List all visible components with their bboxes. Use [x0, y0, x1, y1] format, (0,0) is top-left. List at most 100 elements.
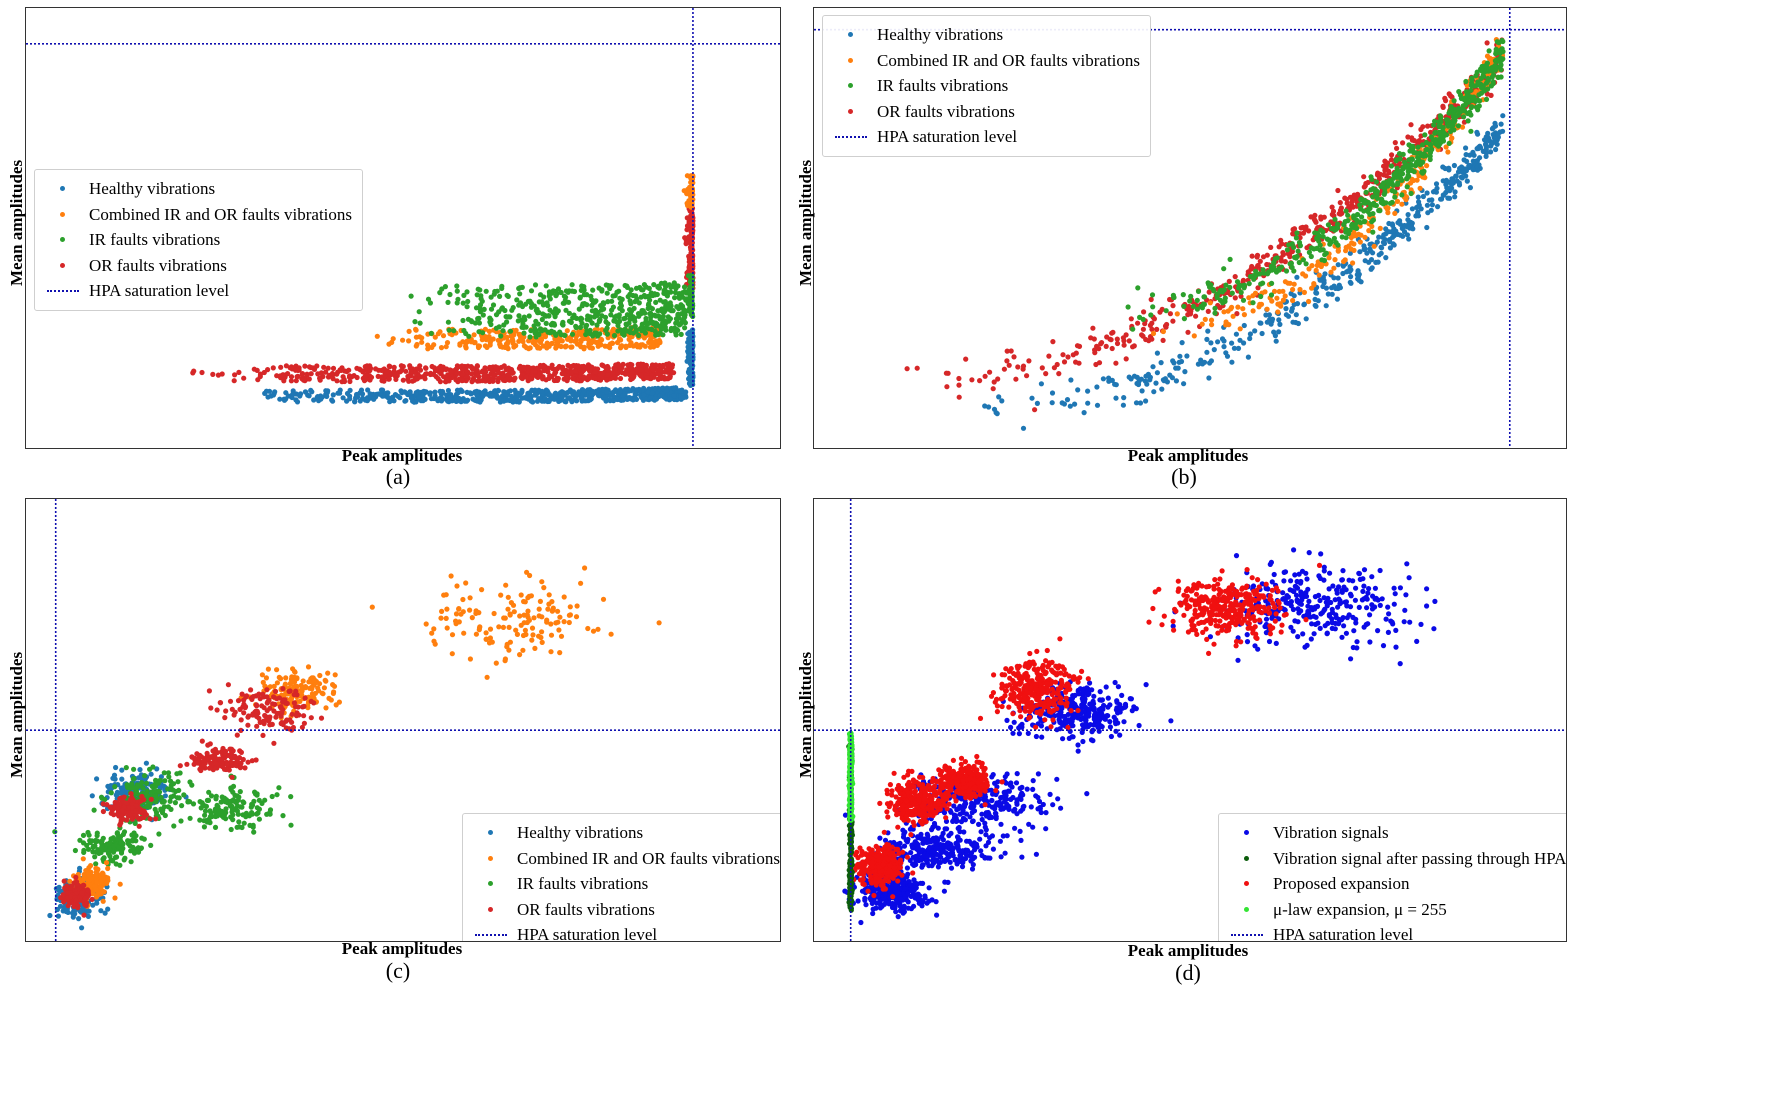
point-b-0-361	[1137, 400, 1144, 406]
point-c-1-130	[127, 843, 133, 849]
point-b-0-237	[1151, 389, 1157, 395]
point-b-0-23	[1029, 395, 1035, 401]
point-c-0-135	[63, 908, 69, 915]
point-b-2-134	[1369, 223, 1375, 229]
point-c-1-109	[117, 862, 123, 868]
point-a-0-567	[657, 393, 663, 399]
point-b-1-479	[1093, 361, 1099, 368]
legend-item-b-4: HPA saturation level	[831, 124, 1140, 150]
point-b-0-277	[1367, 246, 1373, 252]
point-b-0-150	[1477, 155, 1483, 161]
point-b-1-49	[1255, 285, 1261, 291]
point-b-3-503	[1140, 316, 1146, 322]
point-a-1-572	[658, 375, 664, 381]
point-c-1-115	[156, 831, 162, 837]
point-a-2-164	[437, 329, 443, 335]
point-a-2-178	[599, 337, 605, 343]
point-b-0-272	[1259, 330, 1265, 337]
point-a-3-406	[577, 324, 584, 330]
point-b-3-512	[1201, 301, 1207, 307]
point-a-3-299	[621, 316, 627, 322]
point-b-0-403	[1475, 145, 1481, 151]
point-b-0-415	[1443, 177, 1449, 183]
point-c-1-243	[170, 787, 176, 793]
point-a-3-459	[543, 320, 549, 326]
point-b-1-286	[1388, 157, 1395, 163]
point-b-0-375	[1223, 350, 1229, 356]
point-b-3-499	[1404, 176, 1410, 182]
point-a-0-597	[588, 391, 594, 397]
point-a-3-176	[632, 323, 638, 329]
point-b-0-202	[1288, 291, 1294, 297]
point-c-1-241	[144, 792, 150, 798]
point-a-1-446	[232, 372, 238, 378]
point-b-3-483	[1428, 142, 1434, 148]
point-b-0-359	[1294, 301, 1301, 307]
point-a-0-450	[632, 391, 638, 397]
point-c-0-44	[85, 913, 91, 919]
point-c-0-129	[57, 903, 64, 909]
point-a-0-541	[401, 389, 408, 395]
point-b-0-248	[1335, 262, 1341, 268]
point-a-3-518	[667, 300, 673, 306]
point-a-0-424	[569, 399, 575, 405]
point-a-3-325	[553, 293, 559, 299]
point-b-0-228	[1211, 347, 1217, 353]
point-c-0-108	[90, 902, 96, 908]
point-a-2-301	[627, 342, 633, 348]
point-b-3-20	[1300, 257, 1306, 263]
point-b-2-99	[1362, 234, 1368, 240]
point-b-2-205	[1420, 174, 1426, 180]
point-b-3-511	[1403, 164, 1409, 170]
point-b-0-269	[1323, 303, 1329, 309]
point-a-1-451	[422, 376, 428, 382]
point-c-1-116	[120, 831, 126, 837]
point-c-1-120	[121, 857, 127, 863]
point-b-0-68	[1362, 258, 1368, 264]
point-a-0-564	[596, 393, 603, 399]
point-b-3-107	[1334, 221, 1341, 227]
point-c-1-157	[142, 773, 148, 779]
point-b-1-129	[1004, 358, 1010, 364]
point-c-0-301	[119, 767, 125, 773]
point-b-3-323	[1284, 247, 1290, 253]
point-a-1-642	[423, 371, 429, 377]
point-b-0-198	[1269, 316, 1276, 322]
point-a-3-243	[569, 331, 576, 337]
point-a-3-277	[461, 327, 467, 334]
point-b-3-508	[1268, 263, 1274, 269]
point-b-0-374	[1120, 402, 1126, 408]
point-b-0-151	[994, 411, 1000, 417]
point-b-3-398	[1424, 146, 1430, 152]
point-a-1-864	[684, 227, 690, 233]
point-a-1-682	[386, 376, 392, 382]
point-b-0-334	[1034, 400, 1040, 406]
point-b-3-128	[1474, 69, 1480, 75]
point-a-1-507	[375, 373, 381, 379]
point-b-0-383	[1483, 141, 1489, 147]
point-c-0-39	[105, 906, 111, 912]
point-a-3-491	[649, 326, 655, 333]
point-b-3-415	[1415, 144, 1421, 150]
point-b-3-501	[1327, 240, 1333, 247]
point-a-3-308	[416, 309, 422, 315]
point-b-0-120	[1439, 196, 1445, 202]
point-b-0-229	[1061, 401, 1067, 407]
point-a-2-223	[639, 342, 646, 348]
point-b-0-148	[1237, 337, 1243, 343]
legend-label-b-0: Healthy vibrations	[877, 25, 1004, 44]
point-b-3-474	[1428, 134, 1434, 140]
legend-item-a-2: IR faults vibrations	[43, 227, 352, 253]
point-a-3-488	[639, 328, 645, 334]
point-a-1-582	[644, 375, 650, 381]
point-a-3-366	[579, 283, 585, 289]
point-b-2-222	[1484, 53, 1491, 59]
point-a-1-677	[592, 375, 598, 382]
point-a-1-867	[687, 221, 693, 227]
point-a-0-555	[314, 394, 320, 401]
point-b-2-232	[1385, 205, 1391, 211]
point-a-3-367	[496, 324, 502, 330]
point-b-3-504	[1194, 297, 1200, 303]
point-a-3-200	[583, 324, 589, 330]
point-b-1-177	[1389, 152, 1395, 158]
